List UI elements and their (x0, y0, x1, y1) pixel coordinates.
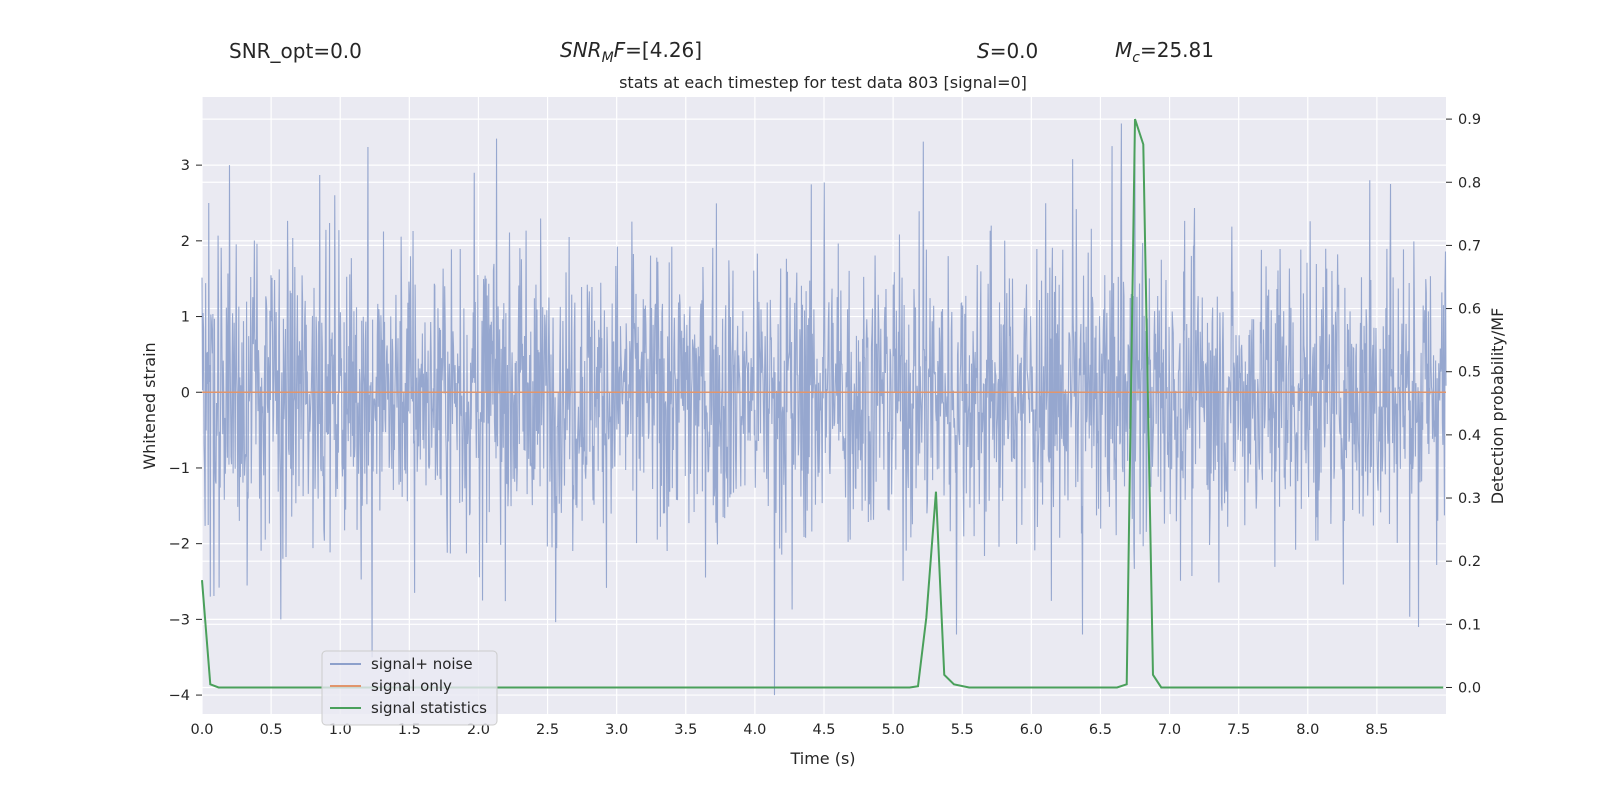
legend-label-signal-only: signal only (371, 677, 452, 695)
y-left-tick-label: 0 (181, 385, 190, 401)
chart-title: stats at each timestep for test data 803… (619, 73, 1027, 92)
y-right-tick-label: 0.9 (1458, 112, 1481, 128)
y-left-tick-label: 3 (181, 158, 190, 174)
s-label: S=0.0 (977, 39, 1038, 63)
y-left-tick-label: −1 (169, 461, 190, 477)
x-tick-label: 4.0 (743, 722, 766, 738)
x-tick-label: 2.0 (467, 722, 490, 738)
axis-ticks: 0.0 0.5 1.0 1.5 2.0 2.5 3.0 3.5 4.0 4.5 5.0 5.5 6.0 6… (169, 112, 1481, 738)
legend-label-signal-noise: signal+ noise (371, 655, 473, 673)
x-tick-label: 6.0 (1020, 722, 1043, 738)
x-tick-label: 5.0 (882, 722, 905, 738)
y-left-tick-label: −3 (169, 612, 190, 628)
x-tick-label: 3.0 (605, 722, 628, 738)
mc-label: Mc=25.81 (1115, 38, 1214, 66)
y-axis-left-label: Whitened strain (140, 342, 159, 469)
snr-mf-label: SNRMF=[4.26] (560, 38, 702, 66)
y-right-tick-label: 0.4 (1458, 428, 1481, 444)
snr-opt-label: SNR_opt=0.0 (229, 39, 362, 63)
snr-mf-symbol: SNR (560, 38, 602, 62)
series-signal-noise (201, 122, 1447, 696)
mc-symbol: M (1115, 38, 1132, 62)
x-tick-label: 1.0 (329, 722, 352, 738)
x-tick-label: 0.0 (190, 722, 213, 738)
y-right-tick-label: 0.2 (1458, 554, 1481, 570)
y-right-tick-label: 0.1 (1458, 617, 1481, 633)
y-axis-right-label: Detection probability/MF (1488, 308, 1507, 505)
x-tick-label: 3.5 (674, 722, 697, 738)
y-left-tick-label: 2 (181, 234, 190, 250)
series-line-signal-statistics (201, 118, 1444, 689)
legend: signal+ noise signal only signal statist… (321, 650, 498, 726)
x-tick-label: 2.5 (536, 722, 559, 738)
mc-value: =25.81 (1140, 38, 1214, 62)
y-left-tick-label: 1 (181, 310, 190, 326)
legend-box (321, 650, 498, 726)
y-right-tick-label: 0.6 (1458, 302, 1481, 318)
series-line-signal-noise (201, 122, 1447, 696)
x-tick-label: 4.5 (812, 722, 835, 738)
x-tick-label: 8.5 (1365, 722, 1388, 738)
s-value: =0.0 (990, 39, 1039, 63)
y-left-tick-label: −2 (169, 537, 190, 553)
x-tick-label: 7.0 (1158, 722, 1181, 738)
x-tick-label: 7.5 (1227, 722, 1250, 738)
snr-mf-subscript: M (602, 50, 614, 66)
y-right-tick-label: 0.8 (1458, 175, 1481, 191)
snr-mf-value: =[4.26] (625, 38, 702, 62)
x-tick-label: 0.5 (260, 722, 283, 738)
x-tick-label: 5.5 (951, 722, 974, 738)
x-axis-label: Time (s) (789, 749, 855, 768)
legend-label-signal-statistics: signal statistics (371, 699, 487, 717)
y-right-tick-label: 0.0 (1458, 680, 1481, 696)
series-signal-statistics (201, 118, 1444, 689)
mc-subscript: c (1132, 50, 1140, 66)
x-tick-label: 6.5 (1089, 722, 1112, 738)
x-tick-label: 1.5 (398, 722, 421, 738)
s-symbol: S (977, 39, 990, 63)
y-left-tick-label: −4 (169, 688, 190, 704)
y-right-tick-label: 0.7 (1458, 238, 1481, 254)
y-right-tick-label: 0.3 (1458, 491, 1481, 507)
y-right-tick-label: 0.5 (1458, 365, 1481, 381)
snr-mf-suffix: F (614, 38, 626, 62)
x-tick-label: 8.0 (1296, 722, 1319, 738)
